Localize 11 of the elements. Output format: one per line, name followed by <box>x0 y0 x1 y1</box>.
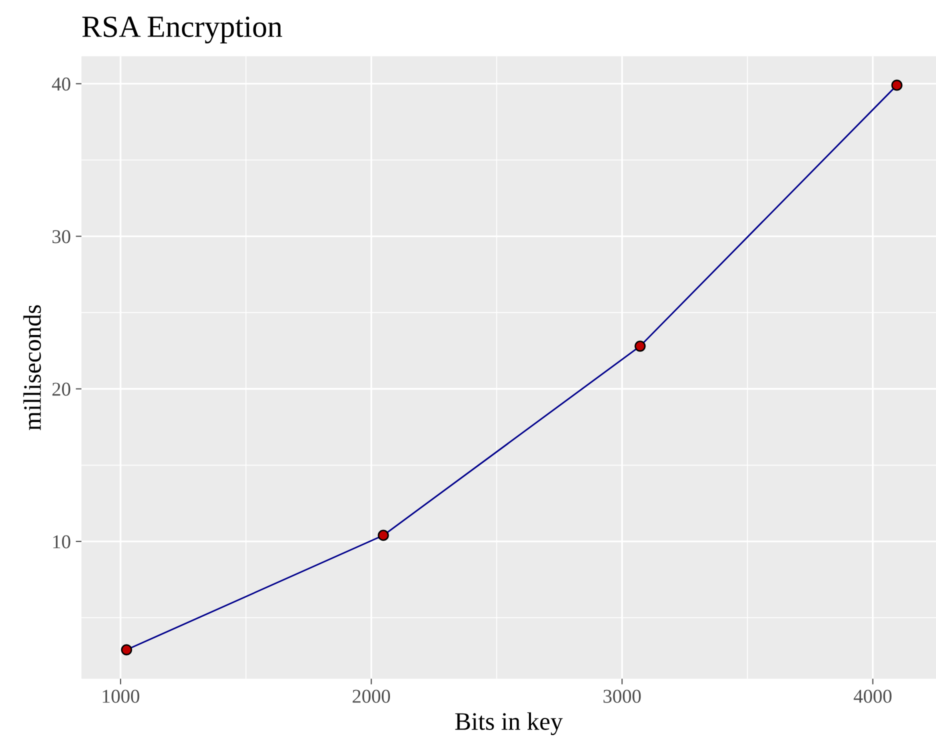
y-axis-title: milliseconds <box>23 305 41 430</box>
x-tick-label: 1000 <box>102 690 140 703</box>
y-tick-label: 10 <box>53 535 70 548</box>
y-tick-label: 40 <box>52 78 70 91</box>
x-tick-label: 2000 <box>352 690 390 703</box>
chart-title: RSA Encryption <box>82 16 282 44</box>
y-tick-label: 20 <box>52 382 70 396</box>
x-axis-title: Bits in key <box>455 712 563 736</box>
x-tick-label: 4000 <box>854 690 892 703</box>
y-tick-label: 30 <box>52 230 70 244</box>
x-tick-label: 3000 <box>604 690 641 703</box>
